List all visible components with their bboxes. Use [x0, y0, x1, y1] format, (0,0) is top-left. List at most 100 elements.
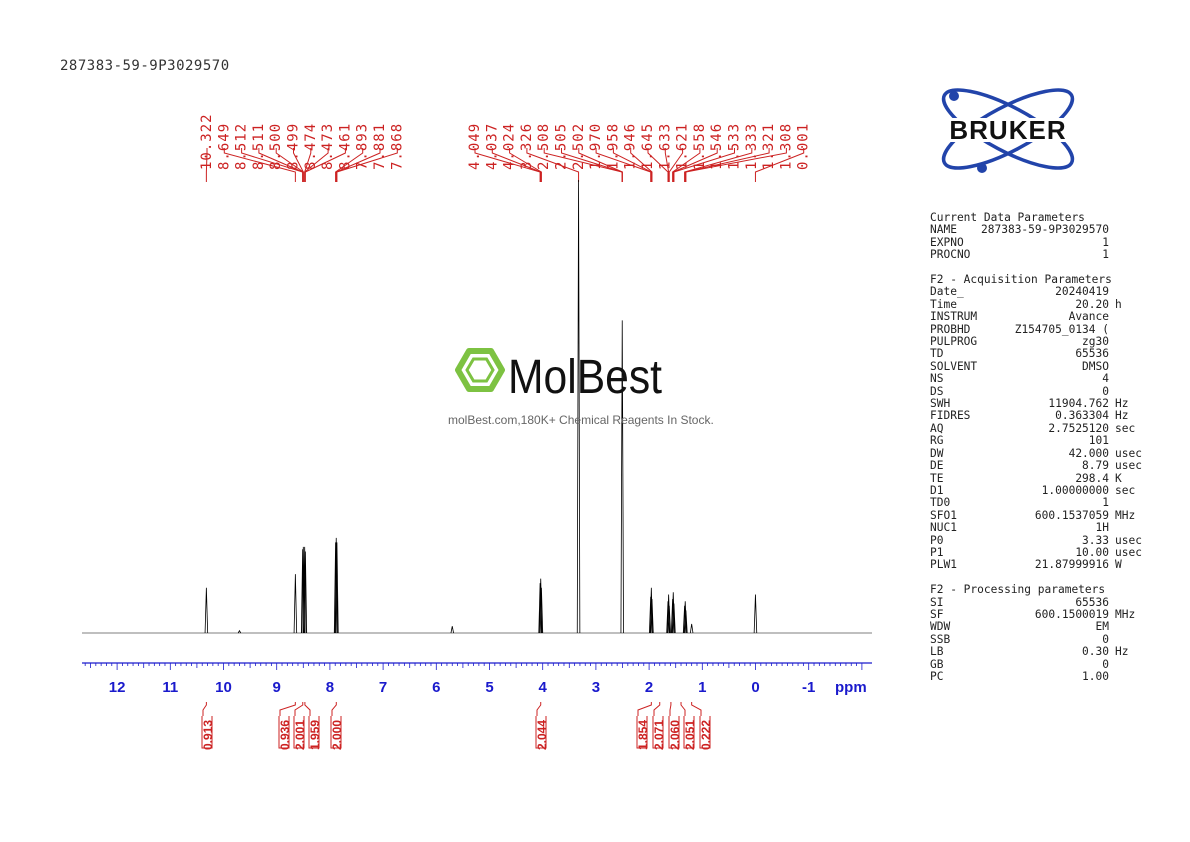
parameter-value: 1H	[1095, 521, 1109, 535]
parameter-name: EXPNO	[930, 235, 964, 249]
parameter-value: 600.1537059	[1034, 508, 1109, 522]
parameter-unit: usec	[1115, 533, 1142, 547]
integral-label: 2.000	[330, 702, 344, 750]
parameter-name: TE	[930, 471, 944, 485]
parameter-unit	[1109, 324, 1145, 336]
benzene-icon	[455, 348, 505, 392]
parameter-unit	[1109, 671, 1145, 683]
parameter-unit: Hz	[1115, 409, 1129, 423]
peak-label: 4.049	[467, 123, 483, 170]
peak-label-leader	[223, 148, 296, 182]
sample-id: 287383-59-9P3029570	[60, 58, 230, 74]
parameter-value: 1.00	[1082, 670, 1109, 683]
parameter-unit	[1109, 311, 1145, 323]
spectrum-peak	[539, 587, 544, 634]
parameter-row: SF 600.1500019 MHz	[930, 607, 1145, 621]
integral-label: 0.222	[691, 702, 713, 750]
parameter-row: SOLVENT DMSO	[930, 359, 1145, 373]
x-tick-label: 10	[215, 679, 232, 696]
parameter-row: DW 42.000 usec	[930, 446, 1145, 460]
peak-label: 7.893	[355, 123, 371, 170]
parameter-unit: h	[1115, 297, 1122, 311]
integral-value: 2.051	[683, 720, 697, 750]
spectrum-peak	[334, 537, 338, 634]
peak-label-leader	[668, 148, 684, 182]
parameter-unit: K	[1115, 471, 1122, 485]
parameter-row: PLW1 21.87999916 W	[930, 558, 1145, 572]
peak-label-leader	[336, 148, 398, 182]
parameter-name: NS	[930, 372, 944, 386]
integral-layer: 0.913 0.936 2.001 1.959 2.000 2.044 1.854 2.071…	[201, 702, 713, 750]
integral-value: 2.044	[535, 720, 549, 750]
peak-label-leader	[205, 148, 208, 182]
peak-label: 1.321	[761, 123, 777, 170]
parameter-value: 298.4	[1075, 471, 1109, 485]
parameter-name: Time	[930, 297, 957, 311]
parameter-row: DE 8.79 usec	[930, 459, 1145, 473]
parameter-name: P0	[930, 533, 944, 547]
peak-label-leader	[595, 148, 652, 182]
peak-label-leader	[673, 148, 735, 182]
parameter-row: NS 4	[930, 372, 1145, 386]
molbest-watermark: MolBest	[455, 348, 662, 404]
parameter-name: INSTRUM	[930, 310, 978, 324]
peak-label-leader	[474, 148, 541, 182]
watermark-tagline: molBest.com,180K+ Chemical Reagents In S…	[448, 413, 714, 427]
integral-label: 2.051	[680, 702, 697, 750]
spectrum-peak	[450, 626, 454, 634]
parameter-name: DW	[930, 446, 944, 460]
parameter-unit	[1109, 621, 1145, 633]
parameter-value: 20.20	[1075, 297, 1109, 311]
integral-value: 0.222	[699, 720, 713, 750]
spectrum-peak	[650, 599, 654, 634]
spectrum-peak	[293, 574, 298, 634]
peak-label-leader	[304, 148, 329, 182]
parameter-value: 0	[1102, 384, 1109, 398]
parameter-group-title: F2 - Processing parameters	[930, 583, 1106, 597]
parameter-unit	[1109, 497, 1145, 509]
parameter-name: LB	[930, 645, 944, 659]
integral-value: 2.071	[652, 720, 666, 750]
peak-label-leader	[526, 148, 580, 182]
parameter-name: SOLVENT	[930, 359, 978, 373]
peak-label-leader	[672, 148, 701, 182]
parameter-name: AQ	[930, 421, 944, 435]
parameter-unit	[1109, 435, 1145, 447]
peak-label-leader	[685, 148, 787, 182]
parameter-value: 8.79	[1082, 459, 1109, 473]
peak-label: 8.511	[251, 123, 267, 170]
x-tick-label: 4	[539, 679, 548, 696]
parameter-unit	[1109, 361, 1145, 373]
parameter-value: 600.1500019	[1034, 607, 1109, 621]
parameter-row: SFO1 600.1537059 MHz	[930, 508, 1145, 522]
x-tick-label: 3	[592, 679, 600, 696]
parameter-name: PROCNO	[930, 248, 971, 262]
peak-label: 10.322	[199, 113, 215, 170]
parameter-group: Current Data Parameters NAME 287383-59-9P3…	[930, 211, 1145, 262]
parameter-value: 0.30	[1082, 645, 1109, 659]
peak-label-leader	[630, 148, 653, 182]
parameter-row: TE 298.4 K	[930, 471, 1145, 485]
bruker-logo: BRUKER	[920, 82, 1095, 177]
spectrum-peak	[666, 594, 671, 634]
peak-label: 1.333	[744, 123, 760, 170]
integral-label: 2.001	[293, 702, 307, 750]
parameter-value: Z154705_0134 (	[1014, 322, 1109, 336]
parameter-unit: Hz	[1115, 397, 1129, 411]
parameter-row: P1 10.00 usec	[930, 546, 1145, 559]
parameter-name: NUC1	[930, 521, 957, 535]
integral-value: 1.854	[636, 720, 650, 750]
peak-label-leader	[647, 148, 669, 182]
parameter-name: TD	[930, 347, 944, 361]
parameter-name: FIDRES	[930, 409, 971, 423]
peak-label-leader	[684, 148, 753, 182]
parameter-unit: W	[1115, 558, 1122, 572]
parameter-value: DMSO	[1082, 359, 1109, 373]
spectrum-peak	[689, 623, 694, 634]
parameter-row: GB 0	[930, 658, 1145, 671]
integral-label: 2.060	[668, 702, 682, 750]
peak-label: 4.024	[502, 123, 518, 170]
parameter-name: SSB	[930, 632, 951, 646]
peak-label-leader	[335, 148, 381, 182]
parameter-value: 101	[1088, 434, 1109, 448]
